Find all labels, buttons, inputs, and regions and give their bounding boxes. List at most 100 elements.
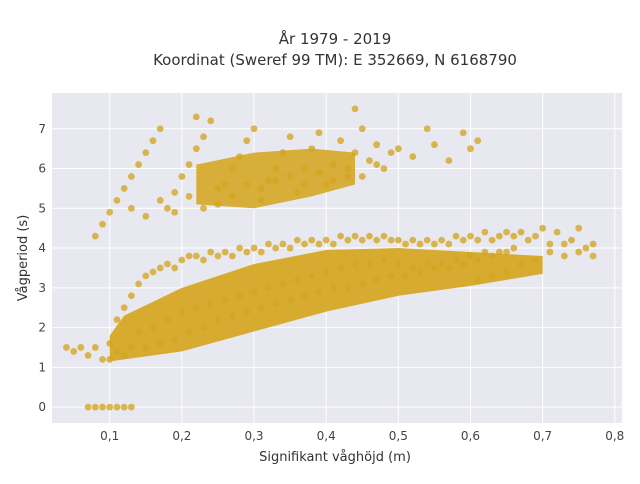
data-point xyxy=(423,260,431,268)
data-point xyxy=(156,264,164,272)
data-point xyxy=(387,236,395,244)
data-point xyxy=(467,252,474,260)
data-point xyxy=(488,236,496,244)
data-point xyxy=(431,240,438,248)
data-point xyxy=(582,244,590,252)
data-point xyxy=(265,177,272,184)
y-tick-label: 1 xyxy=(38,360,46,374)
data-point xyxy=(402,240,409,248)
data-point xyxy=(329,161,337,168)
data-point xyxy=(192,145,200,153)
data-point xyxy=(127,204,135,212)
data-point xyxy=(286,133,294,141)
data-point xyxy=(149,268,157,276)
data-point xyxy=(286,296,294,304)
data-point xyxy=(127,292,135,300)
data-point xyxy=(106,403,114,411)
y-tick-label: 5 xyxy=(38,201,46,215)
data-point xyxy=(409,264,417,272)
data-point xyxy=(495,248,503,256)
data-point xyxy=(553,228,561,236)
y-tick-labels: 0 1 2 3 4 5 6 7 xyxy=(38,122,46,414)
data-point xyxy=(503,268,510,276)
data-point xyxy=(373,276,381,284)
data-point xyxy=(467,232,474,240)
data-point xyxy=(503,248,510,256)
data-point xyxy=(171,336,179,343)
data-point xyxy=(142,344,150,351)
x-tick-label: 0,6 xyxy=(461,429,480,443)
data-point xyxy=(423,236,431,244)
data-point xyxy=(207,248,215,256)
x-axis-title: Signifikant våghöjd (m) xyxy=(259,450,411,465)
dense-cluster-main xyxy=(109,248,543,362)
data-point xyxy=(329,240,337,248)
data-point xyxy=(301,165,308,172)
data-point xyxy=(575,248,583,256)
data-point xyxy=(474,256,482,264)
data-point xyxy=(120,304,128,312)
data-point xyxy=(113,316,121,324)
data-point xyxy=(265,240,272,248)
data-point xyxy=(301,292,308,300)
data-point xyxy=(452,256,460,264)
x-tick-label: 0,7 xyxy=(533,429,552,443)
data-point xyxy=(91,403,99,411)
data-point xyxy=(77,344,85,351)
data-point xyxy=(214,316,222,324)
data-point xyxy=(423,125,431,133)
data-point xyxy=(214,200,222,208)
data-point xyxy=(344,165,352,172)
data-point xyxy=(149,137,157,145)
data-points xyxy=(63,105,597,411)
x-tick-labels: 0,1 0,2 0,3 0,4 0,5 0,6 0,7 0,8 xyxy=(100,429,624,443)
data-point xyxy=(236,153,243,161)
data-point xyxy=(127,344,135,351)
data-point xyxy=(409,236,417,244)
data-point xyxy=(337,232,345,240)
data-point xyxy=(495,232,503,240)
data-point xyxy=(409,153,417,161)
data-point xyxy=(221,181,229,188)
data-point xyxy=(120,403,128,411)
data-point xyxy=(135,161,142,168)
data-point xyxy=(445,157,453,164)
data-point xyxy=(459,260,467,268)
data-point xyxy=(70,348,78,355)
data-point xyxy=(265,284,272,292)
data-point xyxy=(106,208,114,216)
chart-title-line-1: År 1979 - 2019 xyxy=(279,29,392,48)
data-point xyxy=(279,280,287,288)
data-point xyxy=(272,177,280,184)
data-point xyxy=(308,145,316,153)
data-point xyxy=(156,196,164,204)
data-point xyxy=(91,344,99,351)
data-point xyxy=(142,149,150,157)
data-point xyxy=(394,236,402,244)
x-tick-label: 0,8 xyxy=(605,429,624,443)
data-point xyxy=(200,324,207,331)
data-point xyxy=(431,264,438,272)
data-point xyxy=(532,256,539,264)
data-point xyxy=(250,244,258,252)
data-point xyxy=(207,300,215,308)
data-point xyxy=(517,260,525,268)
data-point xyxy=(221,296,229,304)
data-point xyxy=(387,272,395,280)
data-point xyxy=(106,355,114,363)
data-point xyxy=(192,113,200,121)
data-point xyxy=(164,204,171,212)
x-tick-label: 0,2 xyxy=(172,429,191,443)
data-point xyxy=(358,173,366,180)
data-point xyxy=(366,232,373,240)
y-axis-title: Vågperiod (s) xyxy=(16,215,31,302)
data-point xyxy=(120,185,128,192)
data-point xyxy=(272,300,280,308)
data-point xyxy=(568,236,575,244)
data-point xyxy=(358,236,366,244)
data-point xyxy=(286,173,294,180)
data-point xyxy=(373,161,381,168)
data-point xyxy=(192,304,200,312)
data-point xyxy=(99,403,106,411)
